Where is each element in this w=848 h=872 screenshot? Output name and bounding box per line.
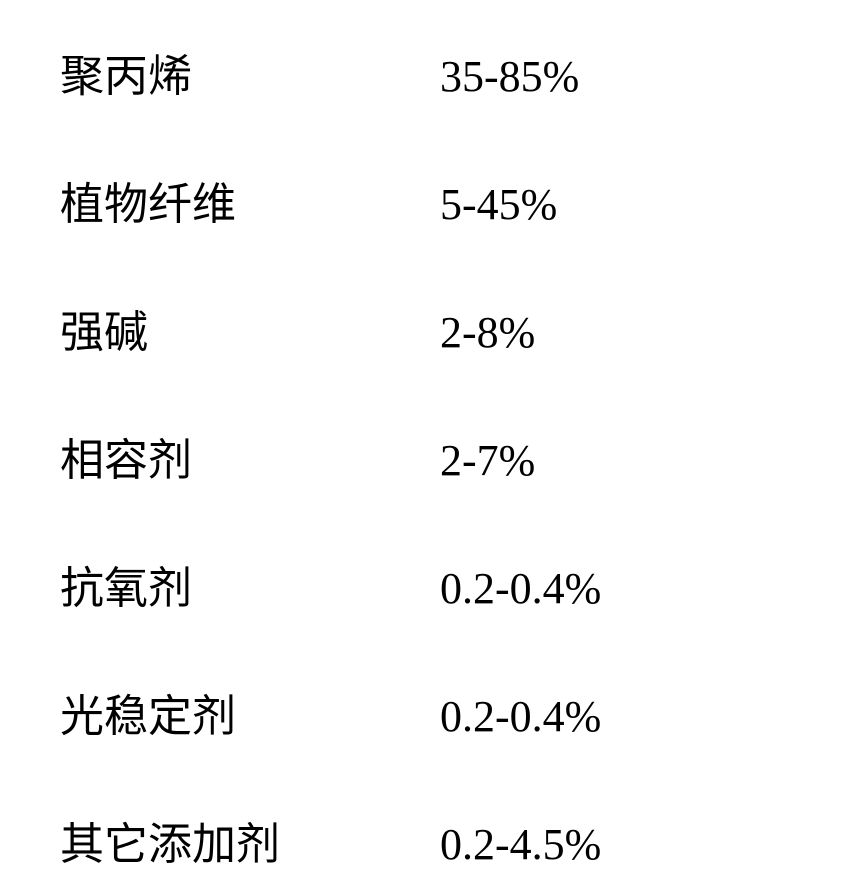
- table-row: 抗氧剂 0.2-0.4%: [60, 552, 788, 616]
- table-row: 光稳定剂 0.2-0.4%: [60, 680, 788, 744]
- ingredient-label: 聚丙烯: [60, 40, 440, 104]
- ingredient-value: 0.2-0.4%: [440, 691, 601, 742]
- ingredient-value: 35-85%: [440, 51, 579, 102]
- ingredient-label: 相容剂: [60, 424, 440, 488]
- ingredient-value: 5-45%: [440, 179, 557, 230]
- table-row: 其它添加剂 0.2-4.5%: [60, 808, 788, 872]
- ingredient-label: 其它添加剂: [60, 808, 440, 872]
- ingredient-label: 光稳定剂: [60, 680, 440, 744]
- composition-table: 聚丙烯 35-85% 植物纤维 5-45% 强碱 2-8% 相容剂 2-7% 抗…: [0, 0, 848, 855]
- ingredient-value: 0.2-0.4%: [440, 563, 601, 614]
- table-row: 聚丙烯 35-85%: [60, 40, 788, 104]
- ingredient-value: 2-8%: [440, 307, 535, 358]
- table-row: 植物纤维 5-45%: [60, 168, 788, 232]
- ingredient-label: 抗氧剂: [60, 552, 440, 616]
- ingredient-label: 强碱: [60, 296, 440, 360]
- ingredient-label: 植物纤维: [60, 168, 440, 232]
- table-row: 强碱 2-8%: [60, 296, 788, 360]
- ingredient-value: 2-7%: [440, 435, 535, 486]
- ingredient-value: 0.2-4.5%: [440, 819, 601, 870]
- table-row: 相容剂 2-7%: [60, 424, 788, 488]
